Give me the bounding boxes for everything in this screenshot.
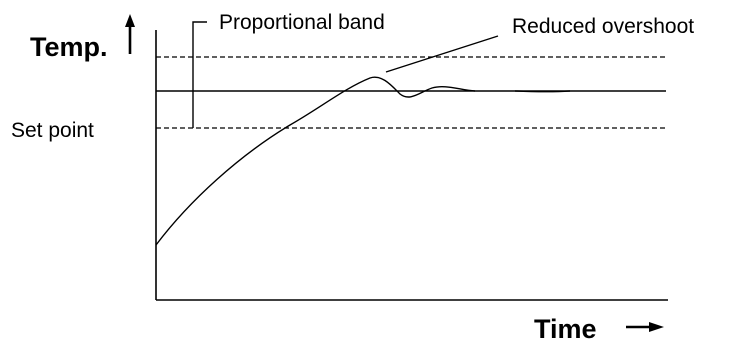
overshoot-leader-line — [385, 35, 499, 73]
set-point-label: Set point — [11, 119, 94, 142]
temperature-curve — [155, 76, 476, 246]
proportional-band-bracket — [192, 21, 207, 128]
temperature-curve-tail — [514, 90, 571, 93]
proportional-band-label: Proportional band — [219, 11, 385, 34]
x-axis-label: Time — [534, 314, 597, 341]
y-axis-label: Temp. — [30, 32, 108, 62]
time-arrow-icon — [649, 322, 664, 332]
temp-arrow-icon — [125, 14, 135, 27]
reduced-overshoot-label: Reduced overshoot — [512, 15, 694, 38]
